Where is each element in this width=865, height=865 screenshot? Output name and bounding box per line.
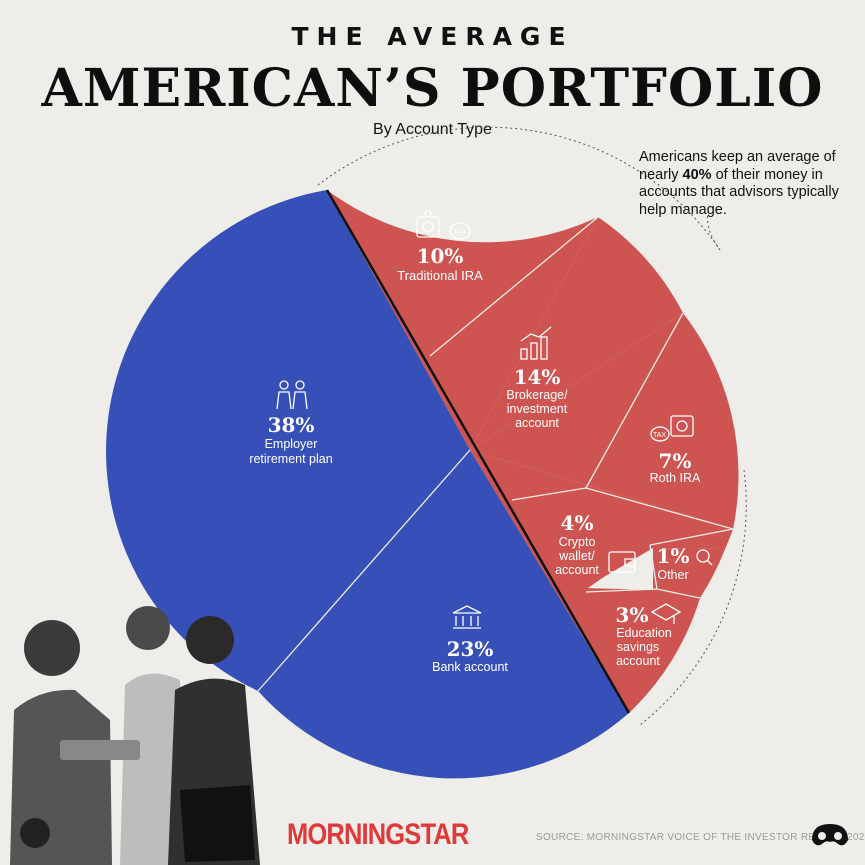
wallet-icon <box>608 551 636 573</box>
label-crypto-line2: wallet/ <box>558 549 595 563</box>
label-other-pct: 1% <box>657 544 690 568</box>
binoculars-icon <box>812 824 848 846</box>
chart-title: AMERICAN’S PORTFOLIO <box>41 58 824 119</box>
label-traditional-ira: Traditional IRA <box>397 268 483 283</box>
slice-education <box>585 588 700 713</box>
annotation-highlight: 40% <box>682 166 712 183</box>
annotation-dotted-arc <box>317 126 721 251</box>
bar-chart-up-icon <box>520 326 552 360</box>
advisor-divider-line <box>325 189 631 714</box>
slice-roth-ira <box>470 313 739 529</box>
graduation-cap-icon <box>650 603 682 624</box>
label-education-line2: savings <box>617 640 659 654</box>
label-crypto-pct: 4% <box>561 511 594 535</box>
morningstar-logo: MORNINGSTAR <box>287 818 469 851</box>
annotation-note: Americans keep an average of nearly 40% … <box>639 149 854 219</box>
slice-traditional-ira <box>327 190 598 450</box>
label-education-pct: 3% <box>616 603 649 627</box>
label-employer-line2: retirement plan <box>249 452 332 466</box>
label-brokerage-line3: account <box>515 416 559 430</box>
bank-icon <box>452 605 482 629</box>
svg-text:TAX: TAX <box>653 432 666 439</box>
annotation-connector <box>707 211 721 251</box>
source-note: SOURCE: MORNINGSTAR VOICE OF THE INVESTO… <box>536 832 865 843</box>
label-education-line1: Education <box>616 626 672 640</box>
label-traditional-ira-pct: 10% <box>417 244 464 268</box>
slice-dividers <box>257 216 734 692</box>
label-crypto-line1: Crypto <box>559 535 596 549</box>
annotation-text-before: Americans keep an average of nearly <box>639 149 836 183</box>
label-bank-account-pct: 23% <box>447 637 494 661</box>
label-crypto-line3: account <box>555 563 599 577</box>
slice-bank-account <box>258 450 629 779</box>
safe-tax-icon: TAX <box>416 210 471 240</box>
chart-subtitle: By Account Type <box>373 121 492 138</box>
label-roth-ira-pct: 7% <box>659 449 692 473</box>
slice-employer-plan <box>106 190 470 691</box>
slice-brokerage <box>470 217 683 450</box>
label-brokerage-line1: Brokerage/ <box>506 388 568 402</box>
label-bank-account: Bank account <box>432 660 508 674</box>
people-photo <box>10 606 260 865</box>
label-education-line3: account <box>616 654 660 668</box>
chart-kicker: THE AVERAGE <box>291 22 574 51</box>
svg-text:TAX: TAX <box>453 229 466 236</box>
label-other: Other <box>657 568 688 582</box>
label-brokerage-pct: 14% <box>514 365 561 389</box>
family-icon <box>276 380 308 410</box>
magnifier-icon <box>696 549 713 566</box>
label-employer-line1: Employer <box>265 437 318 451</box>
annotation-text-after: of their money in accounts that advisors… <box>639 166 839 218</box>
label-brokerage-line2: investment <box>507 402 568 416</box>
user-avatar-icon[interactable] <box>20 818 50 848</box>
label-roth-ira: Roth IRA <box>650 471 701 485</box>
slice-crypto-body <box>470 450 733 713</box>
tax-safe-icon: TAX <box>650 415 694 442</box>
label-employer-plan-pct: 38% <box>268 413 315 437</box>
